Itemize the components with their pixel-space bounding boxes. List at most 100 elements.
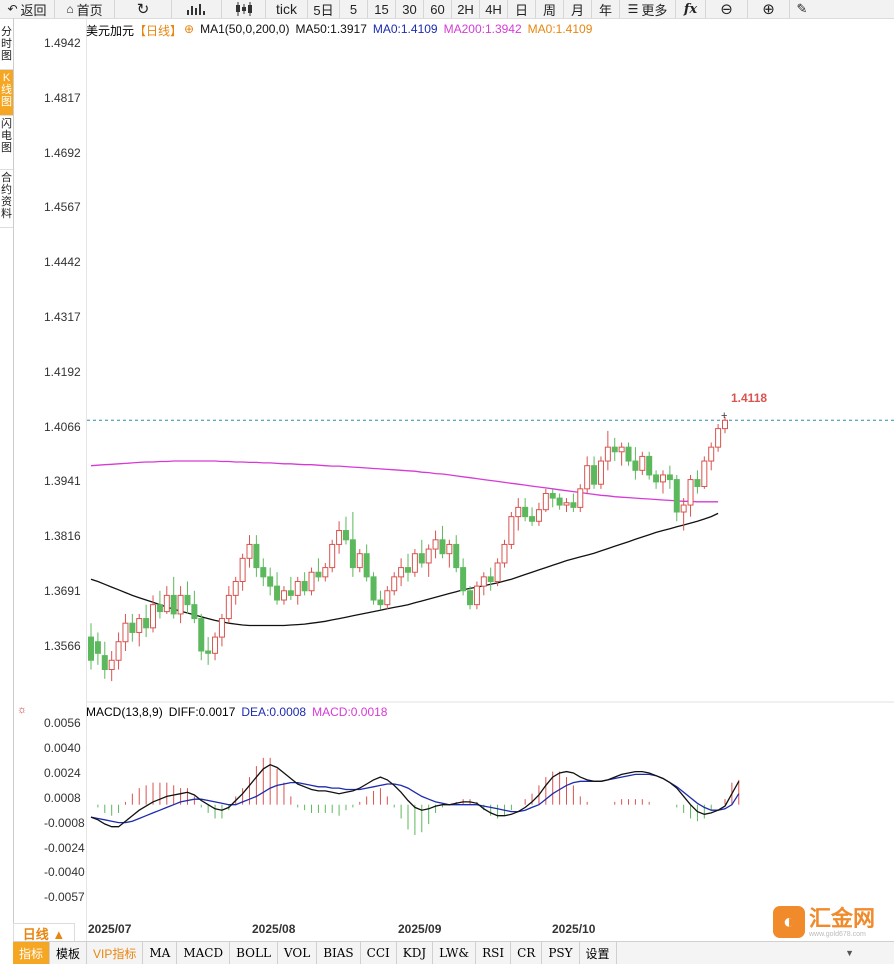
candle-body xyxy=(694,479,701,488)
tab-template[interactable]: 模板 xyxy=(50,942,88,964)
candle-body xyxy=(625,446,632,462)
price-tick-label: 1.4567 xyxy=(44,200,81,215)
macd-settings-icon[interactable]: ☼ xyxy=(17,704,28,716)
date-tick-label: 2025/07 xyxy=(88,922,132,936)
settings-icon[interactable]: ⊕ xyxy=(184,22,195,36)
candle-body xyxy=(405,567,411,573)
line-chart-button[interactable] xyxy=(172,0,222,18)
formula-button[interactable]: fx xyxy=(676,0,706,18)
candle-body xyxy=(88,636,94,661)
period-5m[interactable]: 5 xyxy=(340,0,368,18)
macd-diff: DIFF:0.0017 xyxy=(168,705,236,719)
candle-body xyxy=(184,594,191,606)
sidebar-item-contract-info[interactable]: 合约资料 xyxy=(0,170,13,228)
tab-ma[interactable]: MA xyxy=(143,942,178,964)
macd-legend: MACD(13,8,9) DIFF:0.0017 DEA:0.0008 MACD… xyxy=(86,705,387,719)
candle-body xyxy=(101,655,108,671)
axis-divider xyxy=(86,18,87,942)
macd-name: MACD(13,8,9) xyxy=(86,705,163,719)
tab-vip-indicators[interactable]: VIP指标 xyxy=(87,942,144,964)
candle-body xyxy=(680,504,687,513)
candle-body xyxy=(577,488,584,508)
candle-body xyxy=(163,594,170,613)
candle-body xyxy=(411,553,418,573)
candle-body xyxy=(363,553,370,578)
candle-body xyxy=(425,548,432,564)
tab-boll[interactable]: BOLL xyxy=(230,942,278,964)
candle-body xyxy=(239,557,246,582)
ma0-value-2: MA0:1.4109 xyxy=(527,22,593,36)
period-30m[interactable]: 30 xyxy=(396,0,424,18)
candle-body xyxy=(349,539,356,569)
price-tick-label: 1.3691 xyxy=(44,584,81,598)
zoom-in-button[interactable]: ⊕ xyxy=(748,0,790,18)
tab-vol[interactable]: VOL xyxy=(278,942,318,964)
candle-body xyxy=(632,460,639,471)
tab-psy[interactable]: PSY xyxy=(542,942,580,964)
candle-body xyxy=(398,567,405,578)
tab-cr[interactable]: CR xyxy=(511,942,543,964)
period-week[interactable]: 周 xyxy=(536,0,564,18)
period-day[interactable]: 日 xyxy=(508,0,536,18)
candle-body xyxy=(439,539,446,555)
back-button[interactable]: ↶ 返回 xyxy=(0,0,55,18)
ma0-value: MA0:1.4109 xyxy=(372,22,438,36)
period-5d[interactable]: 5日 xyxy=(308,0,340,18)
tab-macd[interactable]: MACD xyxy=(177,942,231,964)
tab-cci[interactable]: CCI xyxy=(361,942,397,964)
symbol-name: 美元加元 xyxy=(86,24,135,38)
candle-body xyxy=(646,455,653,476)
indicator-tab-bar: 指标 模板 VIP指标 MA MACD BOLL VOL BIAS CCI KD… xyxy=(13,941,894,964)
sidebar-item-kline[interactable]: K线图 xyxy=(0,70,13,116)
tab-bias[interactable]: BIAS xyxy=(317,942,361,964)
macd-tick-label: 0.0024 xyxy=(44,765,81,780)
tab-lw[interactable]: LW& xyxy=(433,942,477,964)
zoom-out-button[interactable]: ⊖ xyxy=(706,0,748,18)
tab-kdj[interactable]: KDJ xyxy=(397,942,434,964)
candle-body xyxy=(529,516,536,522)
tab-settings[interactable]: 设置 xyxy=(580,942,617,964)
refresh-icon: ↻ xyxy=(136,1,150,18)
candle-body xyxy=(232,580,239,596)
period-15m[interactable]: 15 xyxy=(368,0,396,18)
period-2h[interactable]: 2H xyxy=(452,0,480,18)
candle-body xyxy=(342,530,349,541)
period-60m[interactable]: 60 xyxy=(424,0,452,18)
candle-body xyxy=(522,506,529,518)
candle-body xyxy=(687,479,694,506)
macd-tick-label: 0.0056 xyxy=(44,716,81,730)
period-year[interactable]: 年 xyxy=(592,0,620,18)
candle-body xyxy=(473,585,480,606)
more-button[interactable]: ☰ 更多 xyxy=(620,0,676,18)
candlestick-button[interactable] xyxy=(222,0,266,18)
candle-body xyxy=(129,622,136,633)
candle-body xyxy=(115,641,122,661)
period-month[interactable]: 月 xyxy=(564,0,592,18)
macd-value: MACD:0.0018 xyxy=(312,705,388,719)
period-selector[interactable]: 日线 ▲ xyxy=(13,923,75,943)
dea-line xyxy=(90,773,740,824)
macd-dea: DEA:0.0008 xyxy=(241,705,307,719)
refresh-button[interactable]: ↻ xyxy=(115,0,172,18)
sidebar-item-timeshare[interactable]: 分时图 xyxy=(0,24,13,70)
candle-body xyxy=(253,543,260,569)
price-tick-label: 1.4066 xyxy=(44,419,81,434)
tab-rsi[interactable]: RSI xyxy=(476,942,512,964)
candle-body xyxy=(225,594,232,620)
price-tick-label: 1.3816 xyxy=(44,529,81,544)
draw-tool-button[interactable]: ✎ xyxy=(790,0,814,18)
line-chart-icon xyxy=(186,4,205,15)
home-button[interactable]: ⌂ 首页 xyxy=(55,0,115,18)
candle-body xyxy=(94,641,101,654)
candle-body xyxy=(122,622,129,643)
logo-text: 汇金网 xyxy=(809,905,876,931)
candle-body xyxy=(432,539,439,550)
tick-button[interactable]: tick xyxy=(266,0,308,18)
collapse-arrow-icon[interactable]: ▼ xyxy=(845,948,854,958)
tab-indicators[interactable]: 指标 xyxy=(13,942,51,964)
sidebar-item-flash[interactable]: 闪电图 xyxy=(0,116,13,170)
sidebar: 分时图 K线图 闪电图 合约资料 xyxy=(0,24,13,228)
period-4h[interactable]: 4H xyxy=(480,0,508,18)
ma-set-label[interactable]: MA1(50,0,200,0) xyxy=(200,22,290,36)
